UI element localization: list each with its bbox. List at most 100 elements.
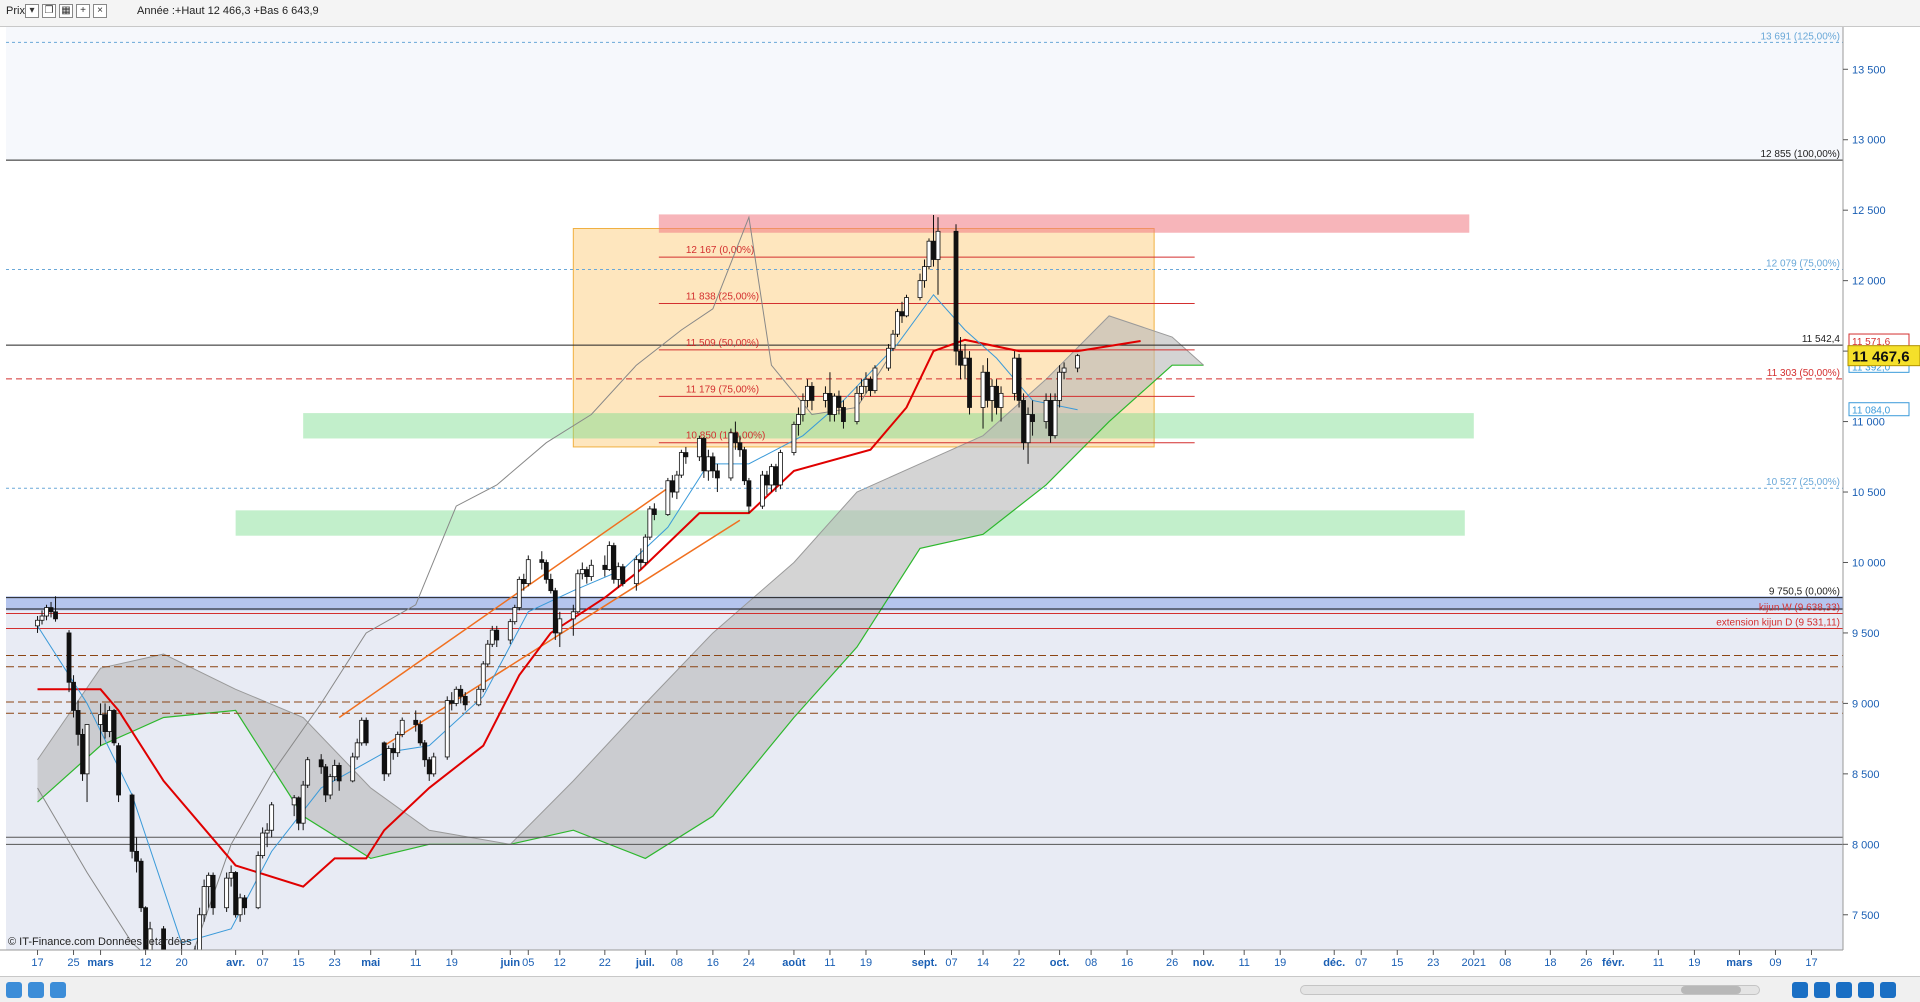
y-tick-label: 10 000 (1852, 557, 1886, 569)
candle-body (1052, 400, 1058, 437)
x-tick-label: 23 (329, 957, 341, 969)
candle-body (552, 590, 558, 634)
candle-body (134, 850, 139, 862)
candle-body (1012, 357, 1017, 394)
scroll-thumb[interactable] (1681, 986, 1741, 994)
x-tick-label: 08 (1499, 957, 1511, 969)
fit-icon[interactable] (1792, 982, 1808, 998)
candle-body (985, 371, 990, 401)
candle-body (525, 559, 531, 585)
x-tick-label: 08 (671, 957, 683, 969)
zoom-out-icon[interactable] (1858, 982, 1874, 998)
x-tick-label: 09 (1769, 957, 1781, 969)
candle-body (611, 545, 617, 580)
candle-body (395, 733, 401, 754)
x-tick-label: 15 (293, 957, 305, 969)
candle-body (102, 714, 108, 732)
candle-body (683, 452, 689, 458)
level-label-2: 12 079 (75,00%) (1766, 259, 1840, 270)
candle-body (1061, 367, 1067, 373)
fib-label-3: 11 179 (75,00%) (686, 384, 759, 395)
x-axis: 17 25 mars 12 20 avr. 07 15 23 mai 11 19 juin 05 12 22 j… (0, 949, 1843, 976)
zoom-in-icon[interactable] (1836, 982, 1852, 998)
x-tick-label: 19 (1274, 957, 1286, 969)
candle-body (859, 385, 864, 394)
bottom-toolbar (0, 976, 1920, 1002)
candle-body (237, 897, 243, 916)
x-tick-label: févr. (1602, 957, 1625, 969)
candle-body (512, 607, 518, 623)
x-tick-label: 26 (1580, 957, 1592, 969)
zone-red-1 (658, 214, 1470, 233)
layers-icon[interactable] (50, 982, 66, 998)
candle-body (66, 632, 72, 683)
list-icon[interactable] (28, 982, 44, 998)
grid-icon[interactable]: ▦ (59, 4, 73, 18)
x-tick-label: 11 (1653, 957, 1664, 969)
candle-body (386, 748, 392, 775)
candle-body (832, 395, 837, 415)
x-tick-label: 12 (139, 957, 151, 969)
y-tick-label: 9 000 (1852, 698, 1880, 710)
candle-body (354, 742, 360, 758)
candle-body (620, 566, 626, 585)
candle-body (967, 357, 972, 408)
candle-body (642, 536, 648, 563)
candle-body (760, 474, 765, 507)
candle-body (444, 700, 450, 758)
levels-layer: 13 691 (125,00%) 12 855 (100,00%) 12 079 (… (6, 31, 1843, 845)
candle-body (462, 695, 468, 706)
candle-body (260, 832, 266, 856)
candle-body (422, 742, 428, 761)
kijun-line (37, 338, 1141, 888)
settings-icon[interactable] (1880, 982, 1896, 998)
x-tick-label: juin (499, 957, 520, 969)
candle-body (323, 766, 329, 796)
time-scrollbar[interactable] (1300, 985, 1760, 995)
x-tick-label: mai (361, 957, 380, 969)
add-icon[interactable]: + (76, 4, 90, 18)
candle-body (899, 311, 905, 317)
candle-body (1025, 414, 1031, 444)
candle-body (210, 874, 216, 909)
fib-label-2: 11 509 (50,00%) (686, 338, 759, 349)
level-label-6: 9 750,5 (0,00%) (1769, 587, 1840, 598)
candle-body (989, 385, 995, 401)
candle-body (201, 886, 207, 916)
candle-body (107, 710, 112, 732)
x-tick-label: 08 (1085, 957, 1097, 969)
x-tick-label: 19 (446, 957, 458, 969)
candle-body (651, 508, 657, 515)
x-tick-label: 11 (1238, 957, 1249, 969)
candle-body (381, 742, 387, 775)
candle-body (886, 347, 891, 369)
candle-body (399, 719, 405, 735)
candle-body (791, 423, 797, 453)
level-label-5: 10 527 (25,00%) (1766, 477, 1840, 488)
close-icon[interactable]: × (93, 4, 107, 18)
zone-green-2 (303, 413, 1474, 439)
y-tick-label: 10 500 (1852, 487, 1886, 499)
candle-body (678, 452, 684, 476)
candle-body (224, 877, 230, 909)
candle-body (868, 378, 873, 391)
candle-body (44, 607, 49, 617)
candle-body (980, 371, 986, 408)
upper-background-band (6, 27, 1843, 161)
link-icon[interactable] (1814, 982, 1830, 998)
candle-body (111, 710, 117, 744)
candle-body (705, 456, 711, 472)
candle-body (890, 333, 896, 349)
panel-menu-icon[interactable]: ▾ (25, 4, 39, 18)
share-icon[interactable] (6, 982, 22, 998)
candle-body (494, 629, 500, 641)
candle-body (579, 569, 585, 575)
restore-icon[interactable]: ❐ (42, 4, 56, 18)
candle-body (958, 350, 963, 366)
y-tick-label: 13 500 (1852, 64, 1886, 76)
candle-body (953, 230, 959, 352)
candle-body (426, 759, 432, 775)
zone-blue-4 (6, 596, 1843, 611)
